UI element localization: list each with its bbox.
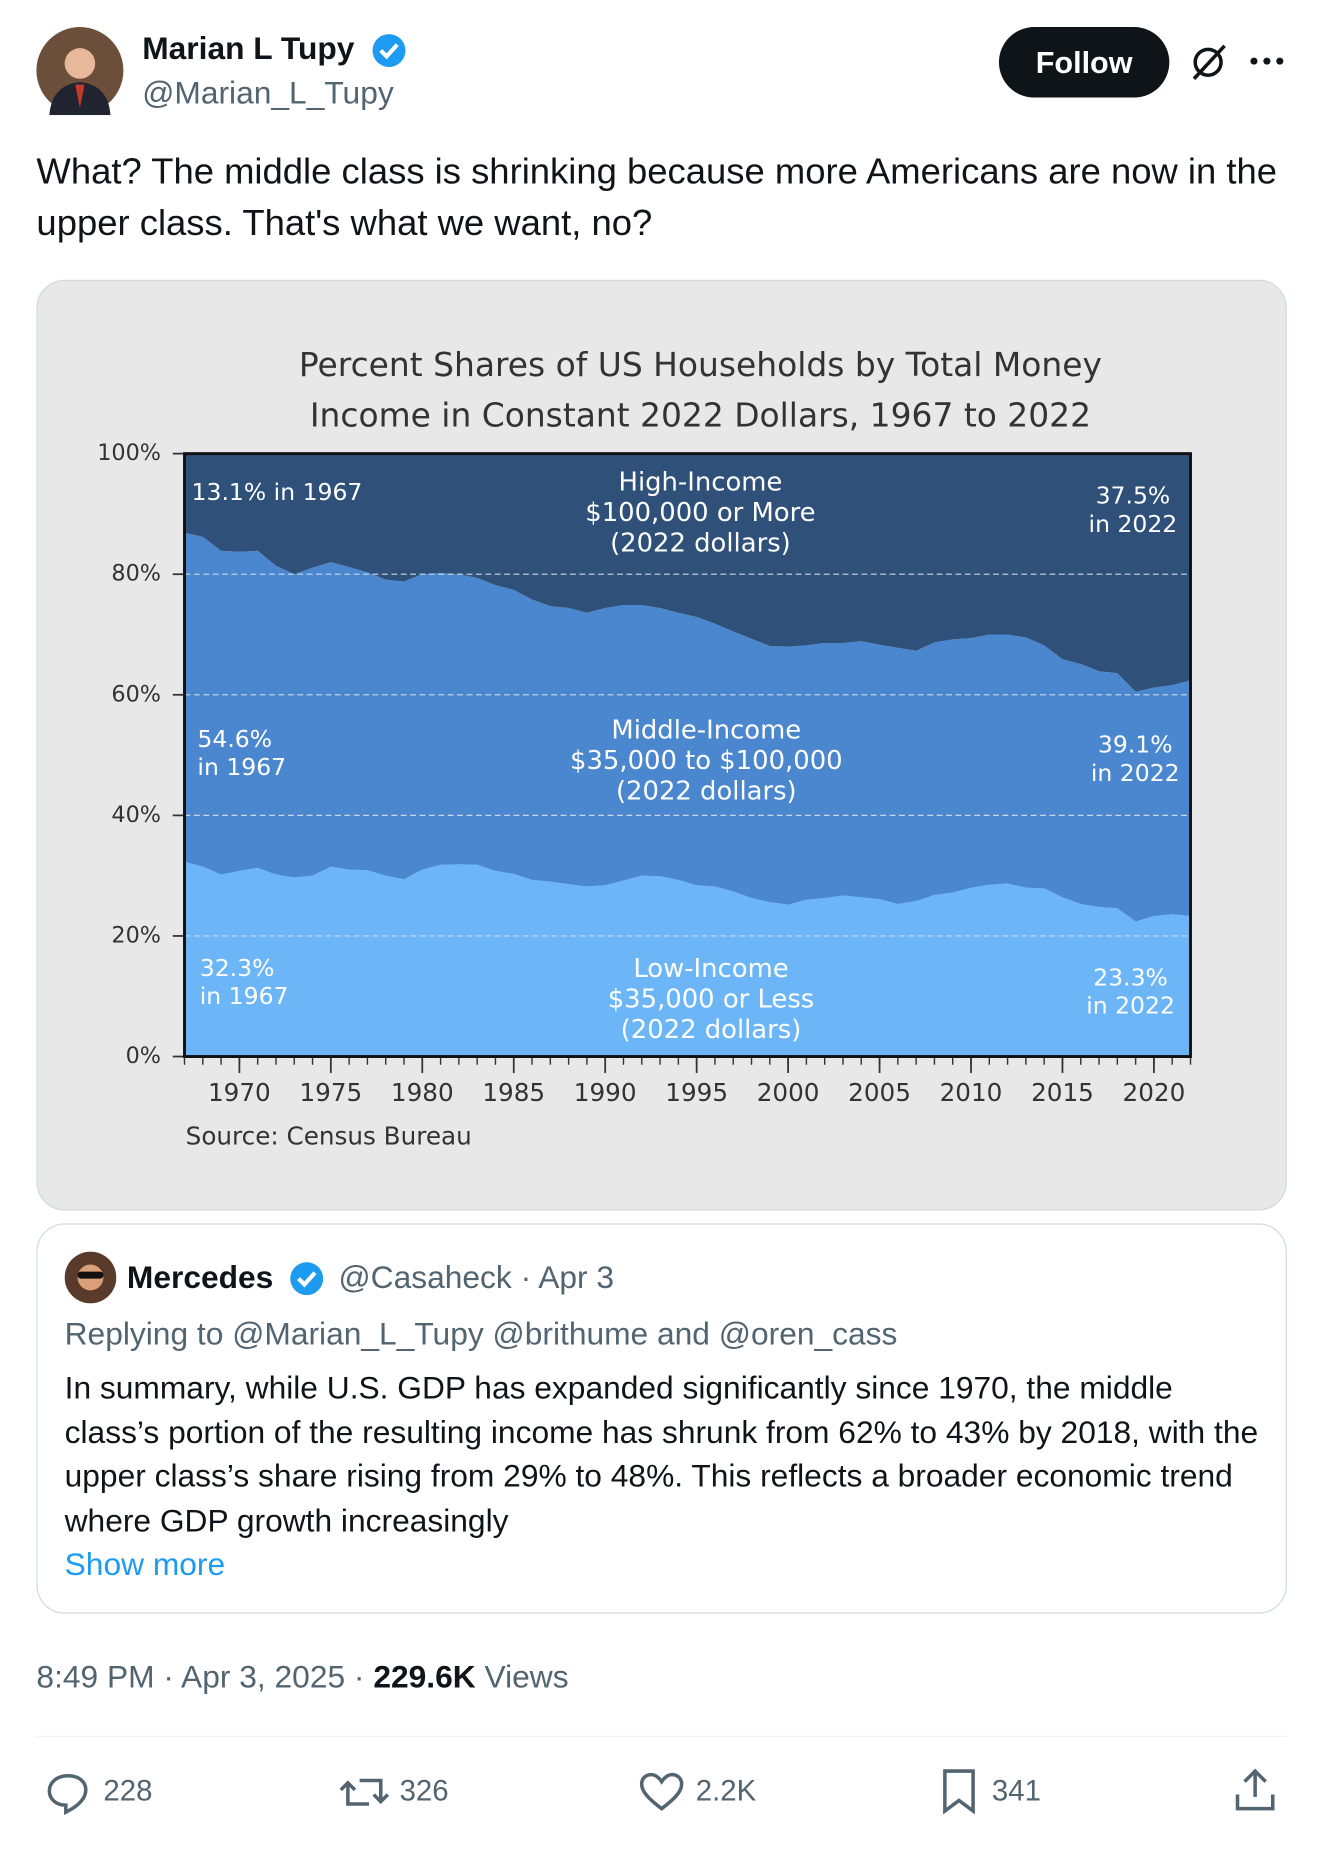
verified-badge: [290, 1262, 324, 1296]
reply-icon[interactable]: [45, 1769, 92, 1816]
series-label: $100,000 or More: [585, 498, 815, 528]
share-icon[interactable]: [1232, 1766, 1279, 1813]
x-tick-label: 1970: [208, 1078, 271, 1107]
bookmark-count: 341: [991, 1774, 1041, 1808]
annotation: in 2022: [1091, 759, 1180, 787]
x-tick-label: 1995: [665, 1078, 728, 1107]
annotation: 23.3%: [1093, 963, 1168, 991]
views-count: 229.6K: [373, 1659, 476, 1695]
plot-frame: [183, 452, 1192, 1058]
views-label: Views: [484, 1659, 569, 1695]
y-tick-label: 60%: [111, 681, 161, 707]
grok-icon[interactable]: [1187, 41, 1229, 83]
author-handle[interactable]: @Marian_L_Tupy: [142, 75, 394, 111]
annotation: 32.3%: [200, 954, 275, 982]
repost-icon[interactable]: [338, 1769, 390, 1816]
reply-count: 228: [103, 1774, 153, 1808]
annotation: in 2022: [1089, 510, 1178, 538]
tweet-footer: 8:49 PM · Apr 3, 2025 · 229.6K Views: [36, 1659, 568, 1695]
series-label: Low-Income: [633, 954, 788, 984]
x-tick-label: 2005: [848, 1078, 911, 1107]
like-count: 2.2K: [695, 1774, 757, 1808]
area: [184, 453, 1191, 692]
follow-button[interactable]: Follow: [998, 27, 1170, 98]
x-tick-label: 2020: [1123, 1078, 1186, 1107]
show-more[interactable]: Show more: [64, 1546, 226, 1582]
series-label: (2022 dollars): [610, 529, 791, 559]
chart-source: Source: Census Bureau: [186, 1122, 472, 1151]
y-tick-label: 80%: [111, 561, 161, 587]
series-label: High-Income: [619, 468, 783, 498]
annotation: in 1967: [197, 753, 286, 781]
divider: [36, 1735, 1287, 1737]
y-tick-label: 100%: [97, 440, 161, 466]
avatar[interactable]: [35, 26, 124, 116]
annotation: 37.5%: [1096, 482, 1171, 510]
area: [184, 532, 1191, 922]
more-icon[interactable]: [1246, 49, 1288, 73]
verified-badge: [372, 34, 406, 67]
quote-text: In summary, while U.S. GDP has expanded …: [64, 1370, 1259, 1538]
area: [184, 861, 1191, 1057]
series-label: (2022 dollars): [621, 1015, 802, 1045]
y-tick-label: 0%: [126, 1043, 161, 1069]
replying-to: Replying to @Marian_L_Tupy @brithume and…: [64, 1316, 898, 1352]
annotation: 54.6%: [197, 725, 272, 753]
y-tick-label: 20%: [111, 922, 161, 948]
series-label: $35,000 to $100,000: [570, 746, 843, 776]
quote-avatar: [64, 1251, 117, 1304]
y-tick-label: 40%: [111, 802, 161, 828]
series-label: Middle-Income: [611, 715, 801, 745]
annotation: in 1967: [200, 982, 289, 1010]
chart: Percent Shares of US Households by Total…: [97, 345, 1192, 1151]
quote-card[interactable]: [36, 1223, 1287, 1614]
annotation: 13.1% in 1967: [192, 478, 363, 506]
bookmark-icon[interactable]: [938, 1766, 980, 1815]
x-tick-label: 2015: [1031, 1078, 1094, 1107]
x-tick-label: 2010: [940, 1078, 1003, 1107]
x-tick-label: 1990: [574, 1078, 637, 1107]
series-label: $35,000 or Less: [608, 985, 815, 1015]
tweet-text: What? The middle class is shrinking beca…: [36, 150, 1278, 244]
annotation: 39.1%: [1098, 731, 1173, 759]
quote-meta: @Casaheck · Apr 3: [338, 1259, 615, 1296]
x-tick-label: 1975: [299, 1078, 362, 1107]
like-icon[interactable]: [638, 1769, 685, 1816]
chart-title: Income in Constant 2022 Dollars, 1967 to…: [310, 396, 1091, 435]
timestamp: 8:49 PM · Apr 3, 2025 ·: [36, 1659, 365, 1695]
repost-count: 326: [399, 1774, 449, 1808]
x-tick-label: 1985: [482, 1078, 545, 1107]
series-label: (2022 dollars): [616, 777, 797, 807]
quote-name: Mercedes: [126, 1259, 274, 1296]
x-tick-label: 1980: [391, 1078, 454, 1107]
annotation: in 2022: [1086, 992, 1175, 1020]
chart-title: Percent Shares of US Households by Total…: [299, 345, 1102, 384]
author-name[interactable]: Marian L Tupy: [142, 30, 355, 66]
x-tick-label: 2000: [757, 1078, 820, 1107]
